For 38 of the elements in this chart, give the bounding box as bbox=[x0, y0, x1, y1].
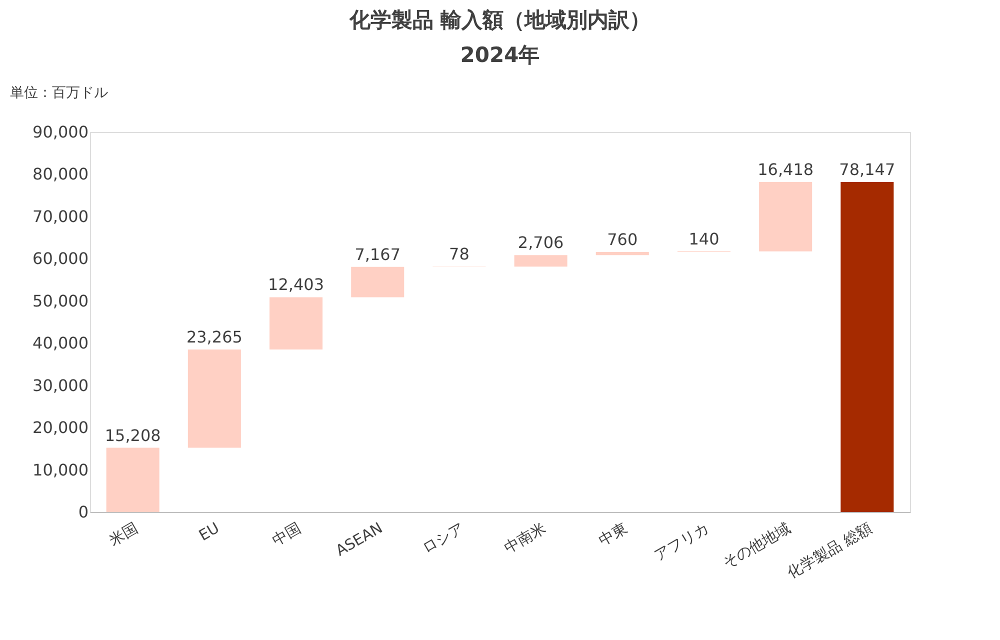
y-tick-label: 0 bbox=[78, 502, 88, 522]
y-tick-label: 70,000 bbox=[32, 206, 88, 226]
data-label: 7,167 bbox=[354, 244, 401, 264]
data-label: 12,403 bbox=[268, 275, 324, 294]
x-tick-label: 中東 bbox=[595, 518, 630, 550]
data-label: 78,147 bbox=[839, 160, 896, 180]
y-tick-label: 50,000 bbox=[32, 291, 88, 310]
bar bbox=[596, 252, 649, 256]
x-tick-label: EU bbox=[196, 518, 222, 545]
data-label: 23,265 bbox=[186, 328, 242, 347]
y-tick-label: 60,000 bbox=[32, 249, 88, 268]
x-tick-label: アフリカ bbox=[651, 518, 712, 564]
x-tick-label: ロシア bbox=[419, 518, 468, 557]
y-axis-title: 単位：百万ドル bbox=[10, 85, 108, 101]
bar bbox=[351, 266, 404, 298]
data-label: 760 bbox=[607, 230, 638, 249]
chart-title: 化学製品 輸入額（地域別内訳） bbox=[348, 8, 651, 32]
x-tick-label: 中南米 bbox=[500, 518, 549, 557]
bar bbox=[188, 350, 241, 448]
bar bbox=[840, 182, 894, 512]
data-label: 78 bbox=[449, 244, 470, 264]
data-label: 2,706 bbox=[518, 233, 564, 252]
y-tick-label: 40,000 bbox=[32, 334, 88, 353]
bar bbox=[759, 182, 812, 252]
chart-subtitle: 2024年 bbox=[460, 43, 540, 67]
x-tick-label: 中国 bbox=[269, 518, 304, 550]
bar bbox=[106, 448, 160, 512]
y-tick-label: 90,000 bbox=[32, 122, 88, 142]
data-label: 16,418 bbox=[758, 160, 814, 180]
y-tick-label: 20,000 bbox=[32, 418, 88, 438]
y-tick-label: 30,000 bbox=[32, 376, 88, 395]
bar bbox=[270, 297, 323, 350]
y-tick-label: 10,000 bbox=[32, 460, 88, 480]
data-label: 15,208 bbox=[104, 426, 161, 445]
bar bbox=[514, 255, 568, 267]
y-tick-label: 80,000 bbox=[32, 164, 88, 184]
x-tick-label: 米国 bbox=[106, 518, 141, 550]
data-label: 140 bbox=[688, 229, 720, 248]
